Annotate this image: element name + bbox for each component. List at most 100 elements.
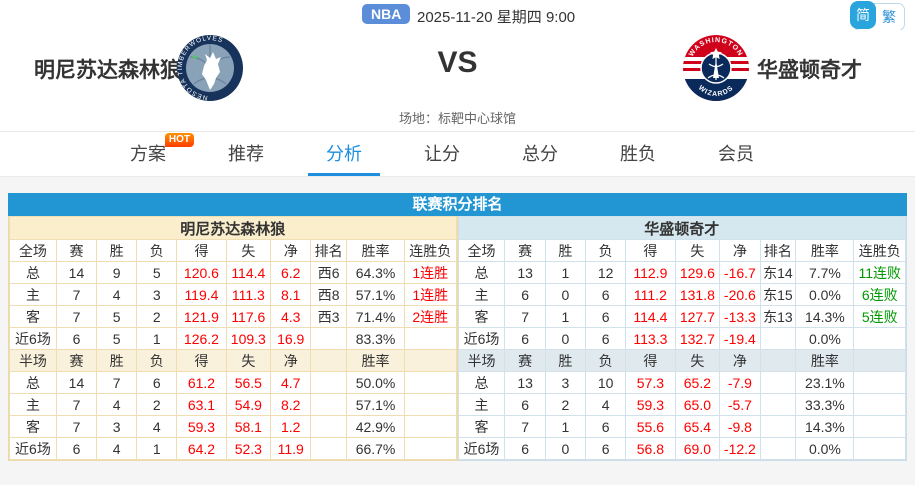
stat-cell: 近6场 [457, 327, 506, 350]
table-row: 客 7 3 4 59.3 58.1 1.2 42.9% [9, 415, 457, 438]
stat-cell: 7 [504, 415, 546, 438]
column-header: 排名 [310, 239, 348, 262]
stat-cell: 2 [136, 393, 178, 416]
stat-cell: 西3 [310, 305, 348, 328]
column-header [759, 349, 797, 372]
table-row: 总 14 9 5 120.6 114.4 6.2 西6 64.3% 1连胜 [9, 261, 457, 284]
column-header [310, 349, 348, 372]
tab-1[interactable]: 方案 HOT [99, 132, 197, 176]
stat-cell: 6 [585, 327, 627, 350]
table-row: 近6场 6 5 1 126.2 109.3 16.9 83.3% [9, 327, 457, 350]
column-header: 负 [585, 239, 627, 262]
stat-cell: 61.2 [176, 371, 227, 394]
stat-cell: 6 [55, 437, 98, 460]
away-team-name: 华盛顿奇才 [757, 59, 862, 82]
home-team-name: 明尼苏达森林狼 [34, 59, 181, 82]
stat-cell: 1连胜 [404, 261, 457, 284]
stat-cell [853, 393, 906, 416]
stat-cell: 109.3 [225, 327, 272, 350]
stat-cell [310, 437, 348, 460]
stat-cell: 1 [544, 305, 587, 328]
stat-cell: 6 [504, 327, 546, 350]
stat-cell: 2连胜 [404, 305, 457, 328]
tab-7[interactable]: 会员 [718, 144, 754, 164]
tab-3[interactable]: 分析 [295, 132, 393, 176]
stat-cell: 16.9 [270, 327, 312, 350]
half-header-row: 半场赛胜负得失净 胜率 [457, 349, 906, 372]
stat-cell: 6 [55, 327, 98, 350]
stat-cell: 7 [504, 305, 546, 328]
stat-cell: 5连败 [853, 305, 906, 328]
stat-cell [404, 327, 457, 350]
stat-cell: 59.3 [625, 393, 676, 416]
stat-cell: 4 [585, 393, 627, 416]
lang-simplified-button[interactable]: 简 [850, 1, 876, 29]
stat-cell: 4 [96, 437, 138, 460]
stat-cell: 13 [504, 261, 546, 284]
stat-cell: 2 [136, 305, 178, 328]
tab-2[interactable]: 推荐 [228, 144, 264, 164]
stat-cell: 6 [504, 283, 546, 306]
stat-cell: 0 [544, 437, 587, 460]
column-header: 排名 [759, 239, 797, 262]
stat-cell: 近6场 [9, 327, 57, 350]
column-header: 得 [176, 349, 227, 372]
stat-cell: 65.4 [674, 415, 721, 438]
stat-cell [853, 371, 906, 394]
standings-table-left: 明尼苏达森林狼 全场赛胜负得失净排名 胜率 连胜负总 14 9 5 120.6 114.4 6.2… [9, 216, 457, 460]
venue-label: 场地：标靶中心球馆 [0, 108, 915, 131]
stat-cell: 6 [136, 371, 178, 394]
stat-cell [759, 327, 797, 350]
language-toggle[interactable]: 繁 简 [850, 1, 905, 31]
stat-cell: 主 [9, 283, 57, 306]
stat-cell [853, 415, 906, 438]
team-header: 明尼苏达森林狼 [9, 216, 457, 240]
stat-cell [310, 371, 348, 394]
column-header: 胜 [96, 349, 138, 372]
stat-cell: 8.2 [270, 393, 312, 416]
column-header: 胜率 [346, 349, 406, 372]
stat-cell: 9 [96, 261, 138, 284]
stat-cell: 55.6 [625, 415, 676, 438]
tab-4[interactable]: 让分 [424, 144, 460, 164]
team-header-row: 明尼苏达森林狼 [9, 216, 457, 240]
stat-cell: 127.7 [674, 305, 721, 328]
stat-cell: 69.0 [674, 437, 721, 460]
away-team-logo-wizards-icon: WASHINGTON WIZARDS [683, 35, 749, 101]
column-header: 得 [625, 349, 676, 372]
stat-cell: 54.9 [225, 393, 272, 416]
stat-cell: 主 [457, 283, 506, 306]
stat-cell: 57.3 [625, 371, 676, 394]
stat-cell: 总 [9, 261, 57, 284]
tab-6[interactable]: 胜负 [620, 144, 656, 164]
stat-cell: -16.7 [719, 261, 761, 284]
stat-cell: 5 [136, 261, 178, 284]
stat-cell: 65.0 [674, 393, 721, 416]
stat-cell: 14.3% [795, 415, 855, 438]
stat-cell: 111.2 [625, 283, 676, 306]
stat-cell: 1连胜 [404, 283, 457, 306]
stat-cell: 10 [585, 371, 627, 394]
stat-cell: 8.1 [270, 283, 312, 306]
stat-cell: 主 [457, 393, 506, 416]
stat-cell: 客 [457, 415, 506, 438]
table-row: 总 13 1 12 112.9 129.6 -16.7 东14 7.7% 11连败 [457, 261, 906, 284]
stat-cell: -12.2 [719, 437, 761, 460]
full-header-row: 全场赛胜负得失净排名 胜率 连胜负 [9, 239, 457, 262]
stat-cell: 7 [96, 371, 138, 394]
stat-cell: 6 [504, 393, 546, 416]
stat-cell: 4.7 [270, 371, 312, 394]
section-title: 联赛积分排名 [8, 193, 907, 216]
stat-cell: 111.3 [225, 283, 272, 306]
stat-cell: 7 [55, 415, 98, 438]
stat-cell: 西8 [310, 283, 348, 306]
stat-cell [404, 415, 457, 438]
column-header: 失 [674, 239, 721, 262]
stat-cell: -7.9 [719, 371, 761, 394]
column-header: 赛 [55, 239, 98, 262]
tab-5[interactable]: 总分 [522, 144, 558, 164]
stat-cell [310, 393, 348, 416]
stat-cell: 12 [585, 261, 627, 284]
column-header: 净 [270, 239, 312, 262]
stat-cell: 1 [136, 327, 178, 350]
